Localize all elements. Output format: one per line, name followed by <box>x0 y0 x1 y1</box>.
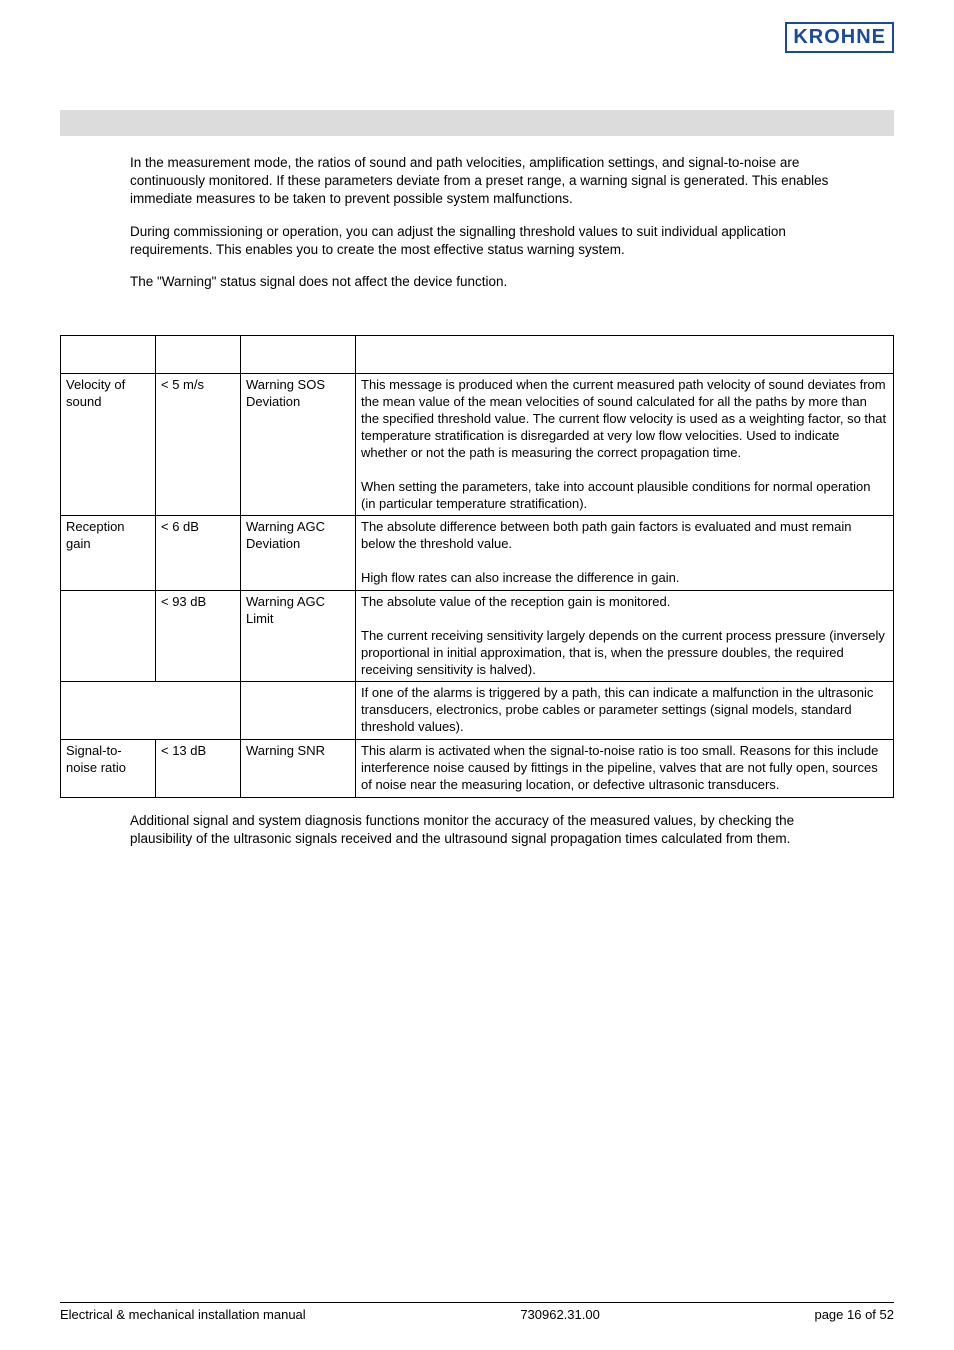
table-cell: Velocity of sound <box>61 374 156 516</box>
table-cell: Warning SOS Deviation <box>241 374 356 516</box>
footer-left: Electrical & mechanical installation man… <box>60 1307 306 1322</box>
table-cell: < 13 dB <box>156 740 241 798</box>
table-cell: This alarm is activated when the signal-… <box>356 740 894 798</box>
section-header-bar <box>60 110 894 136</box>
table-cell <box>61 682 241 740</box>
table-cell: Warning SNR <box>241 740 356 798</box>
intro-text-block: In the measurement mode, the ratios of s… <box>130 154 850 291</box>
table-cell: This message is produced when the curren… <box>356 374 894 516</box>
table-header-row <box>61 336 894 374</box>
footer-mid: 730962.31.00 <box>520 1307 600 1322</box>
table-row: Velocity of sound < 5 m/s Warning SOS De… <box>61 374 894 516</box>
footnote-paragraph: Additional signal and system diagnosis f… <box>130 812 850 848</box>
table-row: Signal-to-noise ratio < 13 dB Warning SN… <box>61 740 894 798</box>
table-cell: The absolute difference between both pat… <box>356 516 894 591</box>
brand-logo: KROHNE <box>785 22 894 53</box>
table-cell: The absolute value of the reception gain… <box>356 591 894 682</box>
table-header-cell <box>61 336 156 374</box>
table-header-cell <box>241 336 356 374</box>
table-header-cell <box>156 336 241 374</box>
document-page: KROHNE In the measurement mode, the rati… <box>0 0 954 1350</box>
warnings-table: Velocity of sound < 5 m/s Warning SOS De… <box>60 335 894 797</box>
intro-paragraph-1: In the measurement mode, the ratios of s… <box>130 154 850 209</box>
table-cell: Signal-to-noise ratio <box>61 740 156 798</box>
table-cell: < 6 dB <box>156 516 241 591</box>
table-header-cell <box>356 336 894 374</box>
table-row: If one of the alarms is triggered by a p… <box>61 682 894 740</box>
table-cell: Warning AGC Deviation <box>241 516 356 591</box>
table-row: Reception gain < 6 dB Warning AGC Deviat… <box>61 516 894 591</box>
table-cell <box>241 682 356 740</box>
brand-logo-text: KROHNE <box>793 26 886 48</box>
footer-right: page 16 of 52 <box>814 1307 894 1322</box>
intro-paragraph-2: During commissioning or operation, you c… <box>130 223 850 259</box>
page-footer: Electrical & mechanical installation man… <box>60 1302 894 1322</box>
table-cell: If one of the alarms is triggered by a p… <box>356 682 894 740</box>
intro-paragraph-3: The "Warning" status signal does not aff… <box>130 273 850 291</box>
table-row: < 93 dB Warning AGC Limit The absolute v… <box>61 591 894 682</box>
table-cell <box>61 591 156 682</box>
table-cell: < 93 dB <box>156 591 241 682</box>
table-cell: < 5 m/s <box>156 374 241 516</box>
table-cell: Reception gain <box>61 516 156 591</box>
table-cell: Warning AGC Limit <box>241 591 356 682</box>
